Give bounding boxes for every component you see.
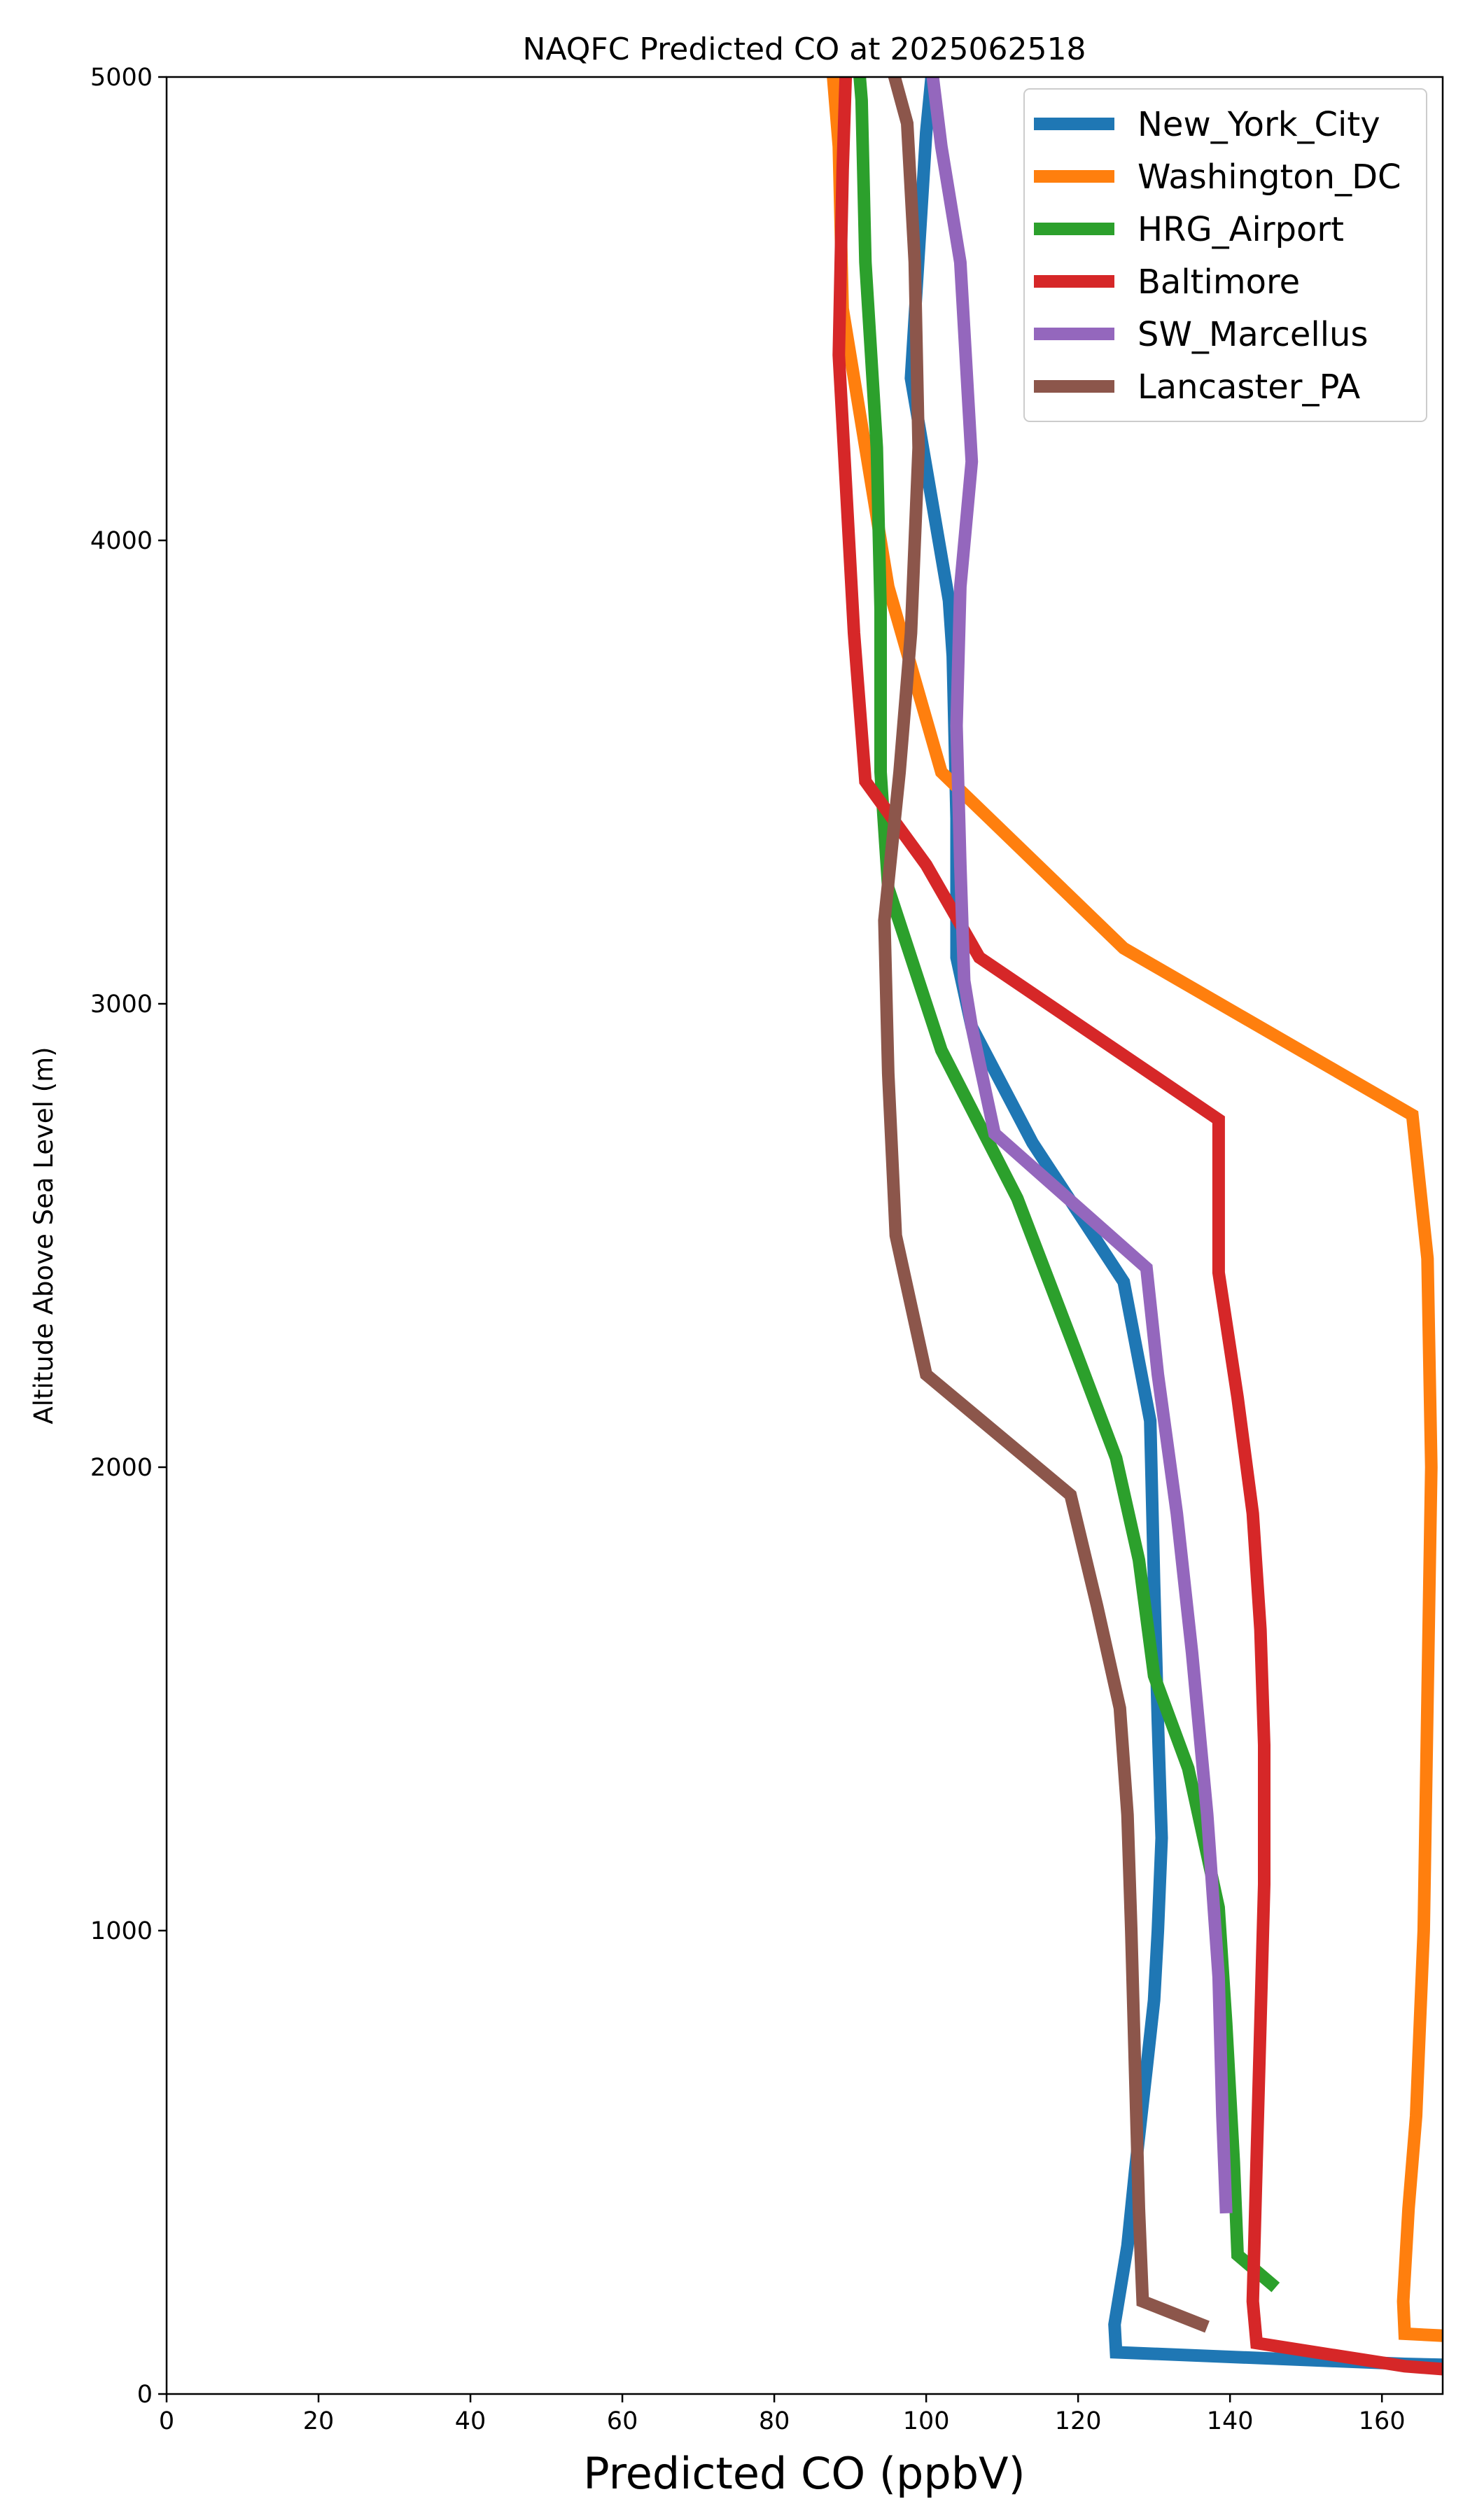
y-tick-label: 0 [137,2381,153,2409]
legend-box [1023,88,1427,422]
legend-label: Washington_DC [1138,158,1401,197]
series-layer [827,77,1443,2376]
series-line-washington-dc [827,77,1443,2342]
x-tick-label: 60 [607,2407,638,2435]
x-tick-label: 20 [303,2407,335,2435]
legend-label: Lancaster_PA [1138,368,1360,407]
plot-frame [165,76,1444,2395]
x-tick-label: 40 [455,2407,486,2435]
legend-label: Baltimore [1138,262,1300,302]
y-tick-label: 2000 [90,1454,153,1482]
y-axis-label: Altitude Above Sea Level (m) [29,1046,59,1424]
x-tick-label: 120 [1055,2407,1102,2435]
x-tick-label: 160 [1359,2407,1406,2435]
y-tick-label: 1000 [90,1917,153,1945]
ticks-layer: 0 20 40 60 80 100 120 140 160 0 1000 2000 3000 4000 50… [90,64,1406,2435]
legend-label: New_York_City [1138,105,1380,144]
series-line-sw-marcellus [926,77,1233,2214]
x-axis-label: Predicted CO (ppbV) [583,2448,1025,2499]
y-tick-label: 5000 [90,64,153,92]
series-line-lancaster-pa [878,77,1210,2333]
x-tick-label: 140 [1207,2407,1254,2435]
legend-label: SW_Marcellus [1138,315,1368,354]
y-tick-label: 4000 [90,527,153,555]
x-tick-label: 80 [759,2407,790,2435]
legend-label: HRG_Airport [1138,210,1344,249]
chart-title: NAQFC Predicted CO at 2025062518 [523,31,1086,67]
legend: New_York_City Washington_DC HRG_Airport Bal… [1023,88,1427,422]
series-line-baltimore [832,77,1443,2376]
y-tick-label: 3000 [90,990,153,1018]
x-tick-label: 100 [903,2407,950,2435]
x-tick-label: 0 [159,2407,174,2435]
